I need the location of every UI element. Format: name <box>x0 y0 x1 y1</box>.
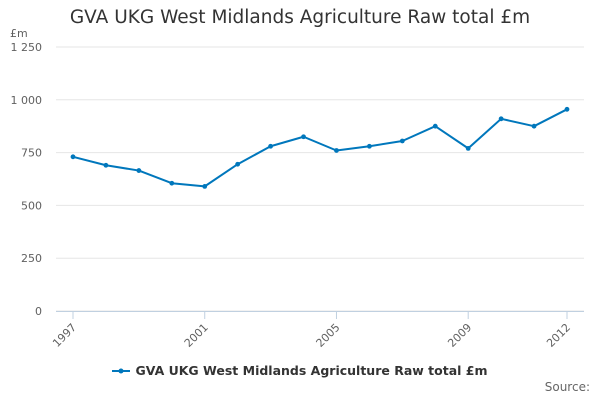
data-point[interactable] <box>465 145 471 151</box>
data-point[interactable] <box>531 123 537 129</box>
x-tick-label: 2005 <box>314 321 343 350</box>
x-tick-label: 2009 <box>445 321 474 350</box>
data-point[interactable] <box>564 106 570 112</box>
legend-line-marker-icon <box>112 368 131 373</box>
data-point[interactable] <box>169 180 175 186</box>
series-layer <box>70 106 570 189</box>
data-point[interactable] <box>103 162 109 168</box>
legend-label: GVA UKG West Midlands Agriculture Raw to… <box>135 363 488 378</box>
data-point[interactable] <box>70 154 76 160</box>
x-tick-label: 1997 <box>50 321 79 350</box>
legend-item[interactable]: GVA UKG West Midlands Agriculture Raw to… <box>112 363 488 378</box>
series-line <box>72 108 568 188</box>
y-tick-label: 750 <box>21 147 42 160</box>
series <box>70 106 570 189</box>
y-tick-label: 1 250 <box>11 41 43 54</box>
data-point[interactable] <box>432 123 438 129</box>
y-tick-label: 500 <box>21 199 42 212</box>
x-tick-label: 2012 <box>544 321 573 350</box>
source-label: Source: <box>544 380 590 394</box>
gridlines <box>56 46 584 312</box>
y-tick-label: 0 <box>35 305 42 318</box>
data-point[interactable] <box>136 168 142 173</box>
data-point[interactable] <box>334 148 339 153</box>
legend: GVA UKG West Midlands Agriculture Raw to… <box>0 363 600 378</box>
data-point[interactable] <box>498 116 504 122</box>
x-tick-label: 2001 <box>182 321 211 350</box>
data-point[interactable] <box>268 143 273 149</box>
data-point[interactable] <box>202 183 208 189</box>
data-point[interactable] <box>399 138 405 144</box>
chart-title: GVA UKG West Midlands Agriculture Raw to… <box>69 7 531 28</box>
y-tick-label: 250 <box>21 252 42 265</box>
data-point[interactable] <box>367 143 372 149</box>
data-point[interactable] <box>301 134 306 140</box>
x-axis-ticks: 1997 2001 2005 2009 2012 <box>50 311 573 350</box>
y-tick-label: 1 000 <box>11 94 43 107</box>
y-axis-unit-label: £m <box>10 27 28 40</box>
y-axis-ticks: 0 250 500 750 1 000 1 250 <box>11 41 43 318</box>
data-point[interactable] <box>235 161 241 167</box>
